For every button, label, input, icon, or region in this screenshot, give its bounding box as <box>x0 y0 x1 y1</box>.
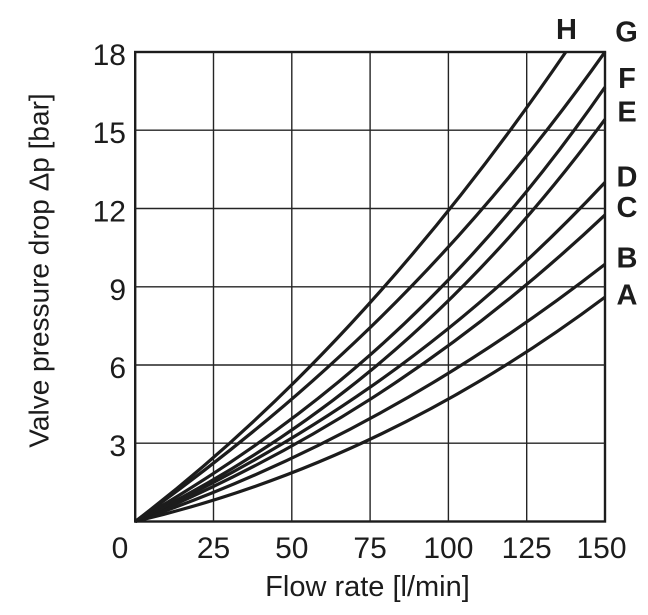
svg-text:100: 100 <box>423 532 473 565</box>
svg-text:D: D <box>617 162 638 194</box>
svg-text:6: 6 <box>109 352 126 385</box>
svg-text:150: 150 <box>576 532 626 565</box>
svg-text:12: 12 <box>93 196 126 229</box>
svg-text:18: 18 <box>93 39 126 72</box>
svg-text:125: 125 <box>502 532 552 565</box>
svg-text:50: 50 <box>275 532 308 565</box>
svg-text:C: C <box>617 192 638 224</box>
svg-text:A: A <box>617 280 638 312</box>
svg-text:0: 0 <box>112 532 129 565</box>
svg-text:B: B <box>617 243 638 275</box>
svg-text:3: 3 <box>109 430 126 463</box>
svg-text:75: 75 <box>353 532 386 565</box>
svg-text:9: 9 <box>109 274 126 307</box>
svg-text:Valve pressure drop Δp [bar]: Valve pressure drop Δp [bar] <box>24 93 55 447</box>
svg-text:H: H <box>556 14 577 46</box>
svg-text:F: F <box>618 63 636 95</box>
svg-text:Flow rate [l/min]: Flow rate [l/min] <box>265 571 470 603</box>
svg-text:15: 15 <box>93 117 126 150</box>
svg-text:25: 25 <box>197 532 230 565</box>
svg-text:E: E <box>617 97 636 129</box>
svg-text:G: G <box>615 17 638 49</box>
